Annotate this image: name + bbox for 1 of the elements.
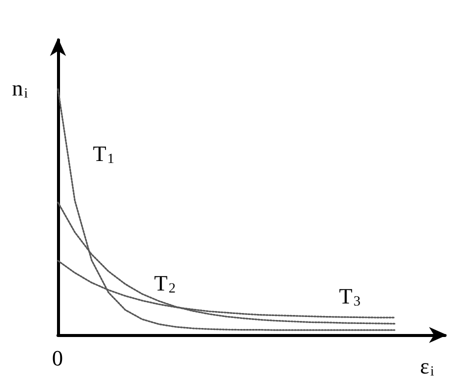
text: 0 (52, 346, 63, 370)
